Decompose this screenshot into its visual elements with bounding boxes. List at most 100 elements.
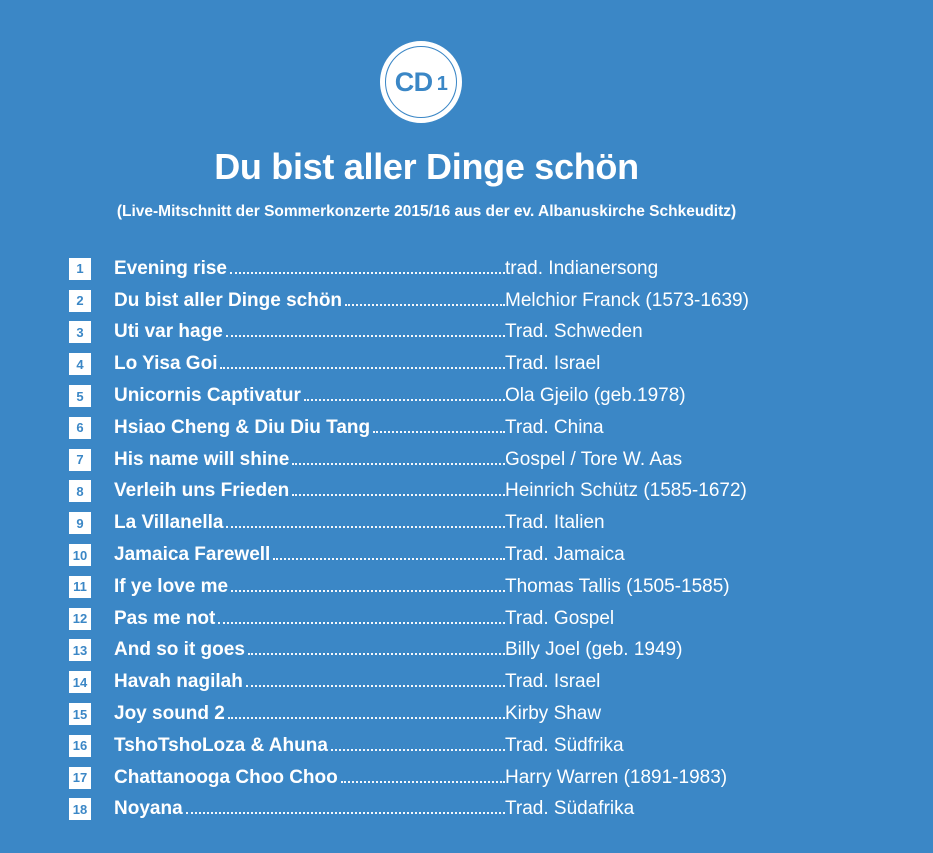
dot-leader	[303, 399, 505, 402]
dot-leader	[225, 335, 505, 338]
track-row: 14 Havah nagilah Trad. Israel	[69, 666, 899, 698]
track-row: 9 La Villanella Trad. Italien	[69, 507, 899, 539]
track-title-wrap: Havah nagilah	[114, 671, 505, 693]
dot-leader	[292, 462, 505, 465]
track-composer: Trad. Israel	[505, 353, 601, 375]
track-row: 8 Verleih uns Frieden Heinrich Schütz (158…	[69, 476, 899, 508]
track-title-wrap: Chattanooga Choo Choo	[114, 767, 505, 789]
track-title: Lo Yisa Goi	[114, 353, 218, 375]
dot-leader	[273, 558, 505, 561]
track-title-wrap: Hsiao Cheng & Diu Diu Tang	[114, 417, 505, 439]
track-title: Chattanooga Choo Choo	[114, 766, 338, 788]
track-row: 2 Du bist aller Dinge schön Melchior Franc…	[69, 285, 899, 317]
track-row: 7 His name will shine Gospel / Tore W. Aas	[69, 444, 899, 476]
track-composer: Trad. Schweden	[505, 321, 643, 343]
dot-leader	[220, 367, 505, 370]
track-title-wrap: And so it goes	[114, 639, 505, 661]
track-composer: trad. Indianersong	[505, 257, 659, 279]
track-number: 12	[69, 607, 91, 630]
dot-leader	[230, 271, 505, 274]
track-number: 18	[69, 798, 91, 821]
dot-leader	[185, 812, 505, 815]
track-row: 10 Jamaica Farewell Trad. Jamaica	[69, 539, 899, 571]
track-title-wrap: Jamaica Farewell	[114, 544, 505, 566]
track-row: 11 If ye love me Thomas Tallis (1505-1585)	[69, 571, 899, 603]
dot-leader	[292, 494, 505, 497]
cd-badge-number: 1	[436, 72, 448, 95]
track-title: Du bist aller Dinge schön	[114, 289, 343, 311]
track-title: His name will shine	[114, 448, 290, 470]
track-composer: Harry Warren (1891-1983)	[505, 766, 728, 788]
track-row: 15 Joy sound 2 Kirby Shaw	[69, 698, 899, 730]
track-row: 16 TshoTshoLoza & Ahuna Trad. Südfrika	[69, 730, 899, 762]
track-title: La Villanella	[114, 512, 224, 534]
cd-badge: CD 1	[380, 41, 462, 123]
dot-leader	[247, 653, 505, 656]
track-composer: Ola Gjeilo (geb.1978)	[505, 385, 686, 407]
track-composer: Trad. Israel	[505, 671, 601, 693]
track-title-wrap: His name will shine	[114, 449, 505, 471]
track-title: Jamaica Farewell	[114, 544, 271, 566]
dot-leader	[340, 780, 505, 783]
track-number: 5	[69, 385, 91, 408]
track-composer: Trad. Südfrika	[505, 734, 624, 756]
track-composer: Gospel / Tore W. Aas	[505, 448, 683, 470]
track-title-wrap: La Villanella	[114, 512, 505, 534]
dot-leader	[218, 621, 505, 624]
track-title: Pas me not	[114, 607, 216, 629]
track-composer: Trad. Italien	[505, 512, 605, 534]
track-title: Evening rise	[114, 257, 227, 279]
track-composer: Thomas Tallis (1505-1585)	[505, 575, 730, 597]
track-number: 3	[69, 321, 91, 344]
cd-badge-label: CD	[394, 66, 434, 97]
track-list: 1 Evening rise trad. Indianersong 2 Du bist …	[69, 253, 899, 825]
album-subtitle: (Live-Mitschnitt der Sommerkonzerte 2015…	[116, 203, 737, 220]
track-number: 9	[69, 512, 91, 535]
dot-leader	[227, 717, 505, 720]
track-composer: Trad. Südafrika	[505, 798, 635, 820]
track-row: 1 Evening rise trad. Indianersong	[69, 253, 899, 285]
dot-leader	[231, 589, 505, 592]
track-row: 4 Lo Yisa Goi Trad. Israel	[69, 348, 899, 380]
track-composer: Kirby Shaw	[505, 703, 602, 725]
track-title-wrap: If ye love me	[114, 576, 505, 598]
track-composer: Melchior Franck (1573-1639)	[505, 289, 749, 311]
track-title: Uti var hage	[114, 321, 223, 343]
track-title-wrap: Unicornis Captivatur	[114, 385, 505, 407]
track-row: 18 Noyana Trad. Südafrika	[69, 794, 899, 826]
track-title: Noyana	[114, 798, 183, 820]
track-composer: Trad. Jamaica	[505, 544, 625, 566]
cd-badge-inner: CD 1	[386, 47, 456, 117]
track-title: Unicornis Captivatur	[114, 385, 301, 407]
track-title-wrap: Du bist aller Dinge schön	[114, 290, 505, 312]
track-composer: Trad. China	[505, 416, 604, 438]
track-title-wrap: Uti var hage	[114, 321, 505, 343]
dot-leader	[345, 303, 505, 306]
track-composer: Billy Joel (geb. 1949)	[505, 639, 683, 661]
track-number: 6	[69, 416, 91, 439]
track-row: 12 Pas me not Trad. Gospel	[69, 603, 899, 635]
track-number: 4	[69, 353, 91, 376]
track-number: 10	[69, 544, 91, 567]
track-number: 14	[69, 671, 91, 694]
track-number: 7	[69, 448, 91, 471]
track-row: 13 And so it goes Billy Joel (geb. 1949)	[69, 635, 899, 667]
track-number: 13	[69, 639, 91, 662]
album-title: Du bist aller Dinge schön	[214, 146, 639, 187]
dot-leader	[226, 526, 505, 529]
track-title-wrap: Evening rise	[114, 258, 505, 280]
track-number: 11	[69, 575, 91, 598]
track-number: 1	[69, 257, 91, 280]
track-title: Verleih uns Frieden	[114, 480, 290, 502]
track-number: 8	[69, 480, 91, 503]
track-composer: Heinrich Schütz (1585-1672)	[505, 480, 747, 502]
track-number: 15	[69, 703, 91, 726]
track-title: And so it goes	[114, 639, 245, 661]
dot-leader	[330, 748, 505, 751]
track-row: 3 Uti var hage Trad. Schweden	[69, 317, 899, 349]
track-title: Havah nagilah	[114, 671, 243, 693]
track-title-wrap: Pas me not	[114, 608, 505, 630]
track-title-wrap: Noyana	[114, 798, 505, 820]
track-number: 2	[69, 289, 91, 312]
track-title: TshoTshoLoza & Ahuna	[114, 734, 328, 756]
